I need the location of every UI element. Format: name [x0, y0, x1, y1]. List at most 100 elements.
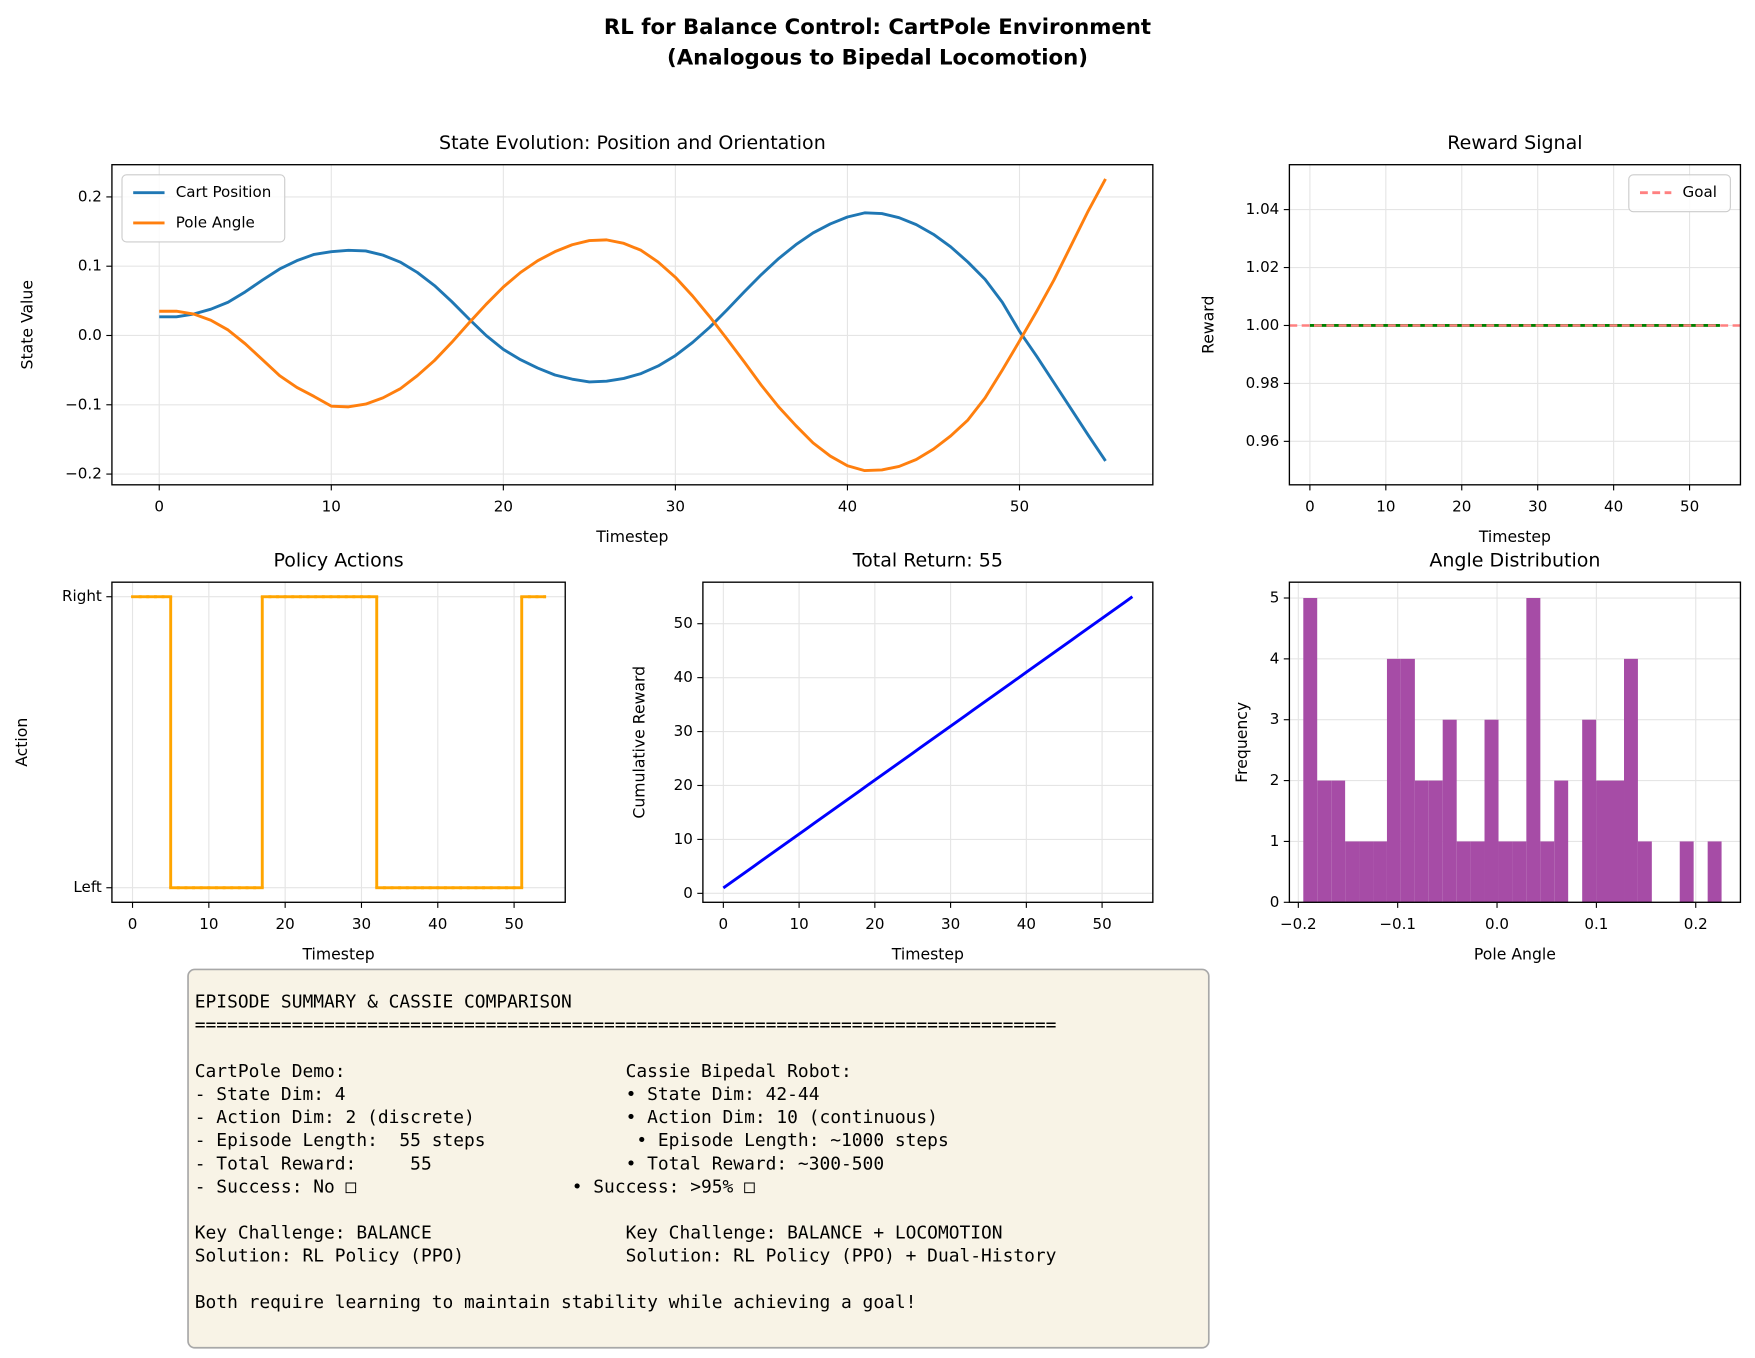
legend-label: Pole Angle [176, 213, 255, 231]
axes-frame [111, 581, 566, 903]
x-tick-label: 30 [1528, 498, 1547, 516]
x-tick-label: 0.2 [1684, 915, 1708, 933]
x-tick-label: 40 [1017, 915, 1036, 933]
y-tick-label: 0.2 [78, 187, 102, 205]
histogram-bar [1540, 841, 1555, 903]
histogram-bar [1679, 841, 1694, 903]
x-tick-label: 40 [1604, 498, 1623, 516]
histogram-bar [1526, 598, 1541, 903]
y-tick-label: 10 [674, 830, 693, 848]
subplot-title: Policy Actions [273, 549, 403, 571]
x-tick-label: 10 [1376, 498, 1395, 516]
y-axis-label: Reward [1198, 296, 1217, 354]
x-axis-label: Timestep [891, 944, 964, 963]
subplot-title: State Evolution: Position and Orientatio… [439, 132, 826, 154]
x-tick-label: 30 [941, 915, 960, 933]
histogram-bar [1414, 780, 1429, 903]
y-tick-label: 2 [1270, 771, 1280, 789]
histogram-bar [1442, 719, 1457, 903]
subplot: 0 10 20 30 40 50 −0.2 −0.1 0.0 0.1 0.2 State Evolut… [17, 132, 1154, 546]
y-tick-label: 3 [1270, 710, 1280, 728]
histogram-bar [1624, 658, 1638, 903]
x-tick-label: −0.1 [1379, 915, 1416, 933]
subplot: 0 10 20 30 40 50 0 10 20 30 40 50 Total Return: 55 Ti… [630, 549, 1154, 963]
y-axis-label: Frequency [1232, 702, 1251, 783]
x-tick-label: 50 [1010, 498, 1029, 516]
y-tick-label: 0.96 [1246, 432, 1280, 450]
x-tick-label: 40 [838, 498, 857, 516]
y-tick-label: Right [62, 587, 102, 605]
x-tick-label: 0 [719, 915, 729, 933]
x-tick-label: 0.1 [1584, 915, 1608, 933]
histogram-bar [1428, 780, 1443, 903]
subplot-title: Angle Distribution [1429, 549, 1600, 571]
summary-text: EPISODE SUMMARY & CASSIE COMPARISON =====… [195, 992, 1057, 1313]
histogram-bar [1582, 719, 1597, 903]
figure-title: RL for Balance Control: CartPole Environ… [604, 15, 1151, 40]
y-tick-label: 5 [1270, 589, 1280, 607]
y-tick-label: 1.04 [1246, 200, 1280, 218]
y-tick-label: −0.2 [65, 465, 102, 483]
data-line [159, 178, 1107, 473]
x-axis-label: Timestep [301, 944, 374, 963]
x-tick-label: 10 [789, 915, 808, 933]
x-tick-label: 20 [865, 915, 884, 933]
x-axis-label: Timestep [1478, 527, 1551, 546]
x-axis-label: Timestep [595, 527, 668, 546]
histogram-bar [1400, 658, 1415, 903]
figure-subtitle: (Analogous to Bipedal Locomotion) [667, 45, 1088, 70]
histogram-bar [1609, 780, 1625, 903]
x-tick-label: 30 [666, 498, 685, 516]
histogram-bar [1484, 719, 1499, 903]
histogram-bar [1373, 841, 1387, 903]
x-tick-label: 20 [494, 498, 513, 516]
summary-box [187, 968, 1210, 1349]
histogram-bar [1456, 841, 1471, 903]
y-tick-label: 1.02 [1246, 258, 1280, 276]
axes-frame [702, 581, 1154, 903]
x-tick-label: −0.2 [1280, 915, 1317, 933]
x-axis-label: Pole Angle [1474, 944, 1556, 963]
x-tick-label: 10 [322, 498, 341, 516]
x-tick-label: 0 [128, 915, 138, 933]
y-tick-label: 0.1 [78, 257, 102, 275]
x-tick-label: 50 [1680, 498, 1699, 516]
x-tick-label: 30 [352, 915, 371, 933]
x-tick-label: 0 [1305, 498, 1315, 516]
y-tick-label: 4 [1270, 649, 1280, 667]
y-axis-label: Action [12, 718, 31, 767]
data-line [159, 211, 1107, 462]
x-tick-label: 10 [199, 915, 218, 933]
subplot-title: Total Return: 55 [852, 549, 1003, 571]
y-tick-label: 0 [683, 884, 693, 902]
legend: Cart Position Pole Angle [121, 174, 286, 243]
legend-box [1628, 174, 1731, 213]
y-tick-label: 30 [674, 722, 693, 740]
histogram-bar [1317, 780, 1332, 903]
subplot: 0 10 20 30 40 50 Left Right Policy Actions Timest… [12, 549, 566, 963]
y-axis-label: Cumulative Reward [630, 666, 649, 819]
legend-label: Cart Position [176, 183, 272, 201]
y-tick-label: 0.98 [1246, 374, 1280, 392]
x-tick-label: 40 [428, 915, 447, 933]
histogram-bar [1470, 841, 1485, 903]
histogram-bar [1303, 598, 1318, 903]
subplot: −0.2 −0.1 0.0 0.1 0.2 0 1 2 3 4 5 Angle Distributio… [1232, 549, 1742, 963]
x-tick-label: 20 [276, 915, 295, 933]
y-tick-label: 50 [674, 614, 693, 632]
subplot-title: Reward Signal [1447, 132, 1582, 154]
histogram-bar [1596, 780, 1610, 903]
histogram-bar [1498, 841, 1513, 903]
legend-label: Goal [1683, 183, 1717, 201]
x-tick-label: 50 [1092, 915, 1111, 933]
axes-frame [1288, 581, 1742, 903]
y-axis-label: State Value [17, 280, 36, 369]
x-tick-label: 0 [154, 498, 164, 516]
x-tick-label: 20 [1452, 498, 1471, 516]
histogram-bar [1707, 841, 1722, 903]
data-line [722, 595, 1134, 890]
axes-frame [1288, 164, 1742, 486]
histogram-bar [1386, 658, 1401, 903]
subplot: 0 10 20 30 40 50 0.96 0.98 1.00 1.02 1.04 Reward Si… [1198, 132, 1742, 546]
y-tick-label: 40 [674, 668, 693, 686]
